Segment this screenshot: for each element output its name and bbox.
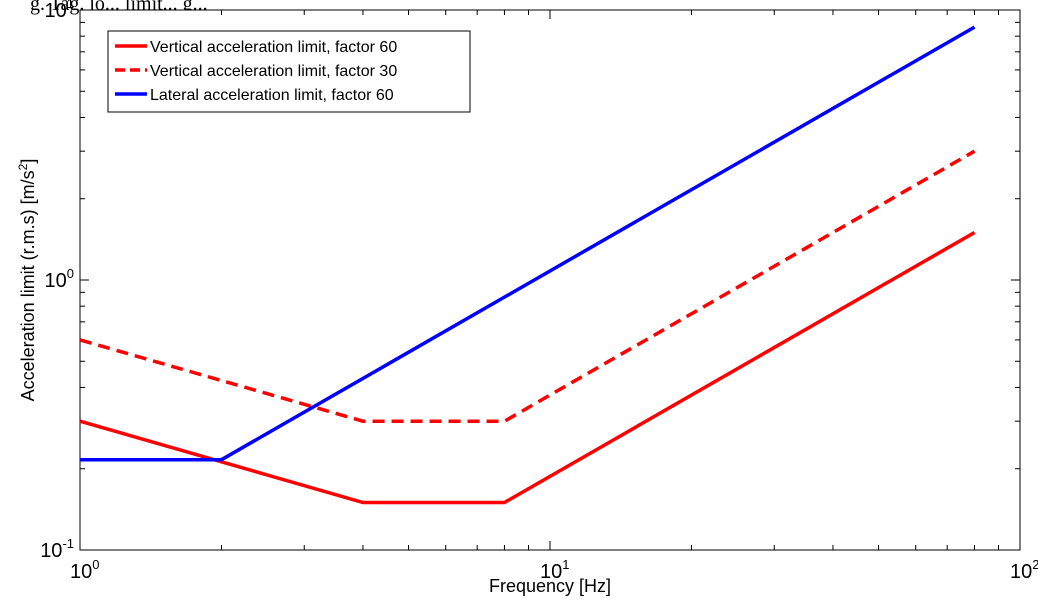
y-tick-label: 101 — [45, 0, 74, 22]
y-axis-label-main: Acceleration limit (r.m.s) [m/s — [18, 170, 38, 401]
legend-label-3: Lateral acceleration limit, factor 60 — [150, 87, 394, 104]
x-tick-exp: 2 — [1032, 557, 1038, 572]
x-tick-label: 102 — [1010, 557, 1038, 583]
series-line-3 — [80, 25, 976, 462]
y-axis-label-sup: 2 — [16, 163, 30, 170]
minor-ticks — [79, 10, 1020, 551]
legend-label-2: Vertical acceleration limit, factor 30 — [150, 63, 397, 80]
x-tick-label: 100 — [70, 557, 99, 583]
x-tick-exp: 0 — [92, 557, 99, 572]
x-tick-base: 10 — [1010, 561, 1032, 583]
x-tick-base: 10 — [70, 561, 92, 583]
y-tick-base: 10 — [45, 270, 67, 292]
x-tick-base: 10 — [540, 561, 562, 583]
y-tick-label: 10-1 — [40, 536, 74, 562]
y-tick-exp: 0 — [67, 266, 74, 281]
x-axis-label: Frequency [Hz] — [489, 576, 611, 596]
y-tick-label: 100 — [45, 266, 74, 292]
legend: Vertical acceleration limit, factor 60 Ve… — [107, 30, 471, 113]
legend-label-1: Vertical acceleration limit, factor 60 — [150, 39, 397, 56]
legend-box — [107, 30, 471, 113]
x-tick-exp: 1 — [562, 557, 569, 572]
x-tick-label: 101 — [540, 557, 569, 583]
y-tick-exp: 1 — [67, 0, 74, 11]
y-axis-label-end: ] — [18, 159, 38, 164]
y-axis-label: Acceleration limit (r.m.s) [m/s2] — [16, 159, 38, 402]
series-line-2 — [79, 149, 976, 423]
series-layer — [79, 25, 976, 505]
series-line-1 — [79, 230, 976, 505]
y-tick-base: 10 — [45, 0, 67, 22]
y-tick-exp: -1 — [62, 536, 74, 551]
y-tick-base: 10 — [40, 540, 62, 562]
